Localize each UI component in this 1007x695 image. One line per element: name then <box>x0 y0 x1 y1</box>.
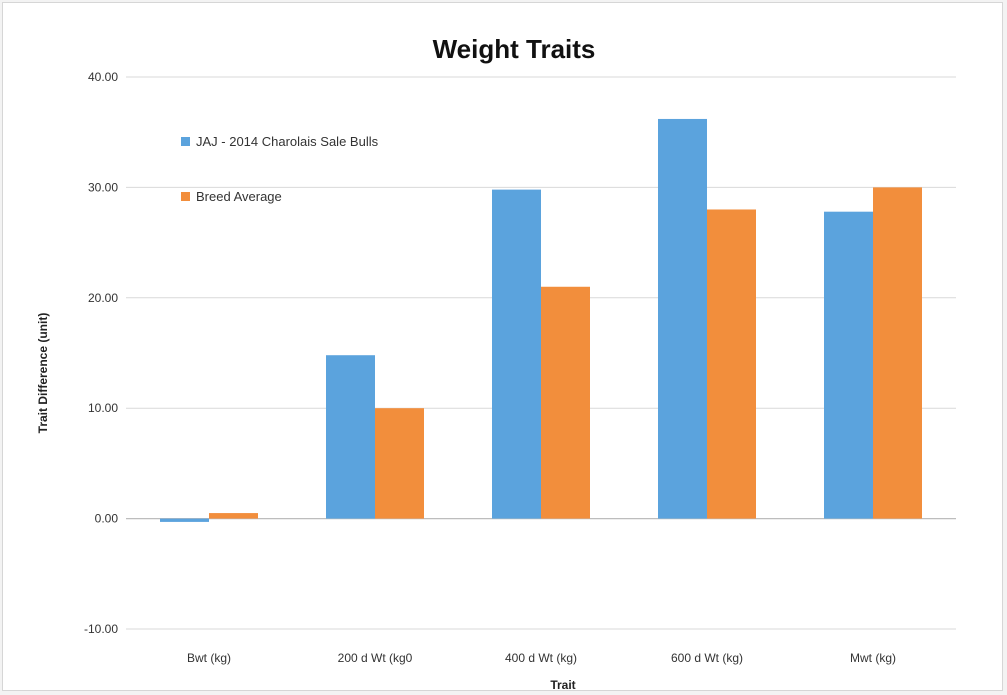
legend-swatch <box>181 192 190 201</box>
y-tick-label: -10.00 <box>84 622 118 636</box>
bar-sale-bulls <box>492 189 541 519</box>
legend-label: Breed Average <box>196 189 282 204</box>
bar-sale-bulls <box>326 355 375 519</box>
y-tick-label: 30.00 <box>88 180 118 194</box>
legend: JAJ - 2014 Charolais Sale Bulls Breed Ave… <box>181 134 379 204</box>
y-axis-title: Trait Difference (unit) <box>36 313 50 434</box>
y-tick-label: 20.00 <box>88 291 118 305</box>
weight-traits-chart: Weight Traits -10.00 0.00 10.00 20.00 30.00 4… <box>36 34 956 692</box>
x-tick-label: 600 d Wt (kg) <box>671 651 743 665</box>
x-tick-labels: Bwt (kg) 200 d Wt (kg0 400 d Wt (kg) 600 d … <box>187 651 896 665</box>
bar-breed-average <box>209 513 258 519</box>
x-tick-label: Bwt (kg) <box>187 651 231 665</box>
bar-breed-average <box>375 408 424 519</box>
bar-breed-average <box>541 286 590 519</box>
bar-sale-bulls <box>160 518 209 522</box>
y-tick-label: 40.00 <box>88 70 118 84</box>
legend-swatch <box>181 137 190 146</box>
bar-breed-average <box>707 209 756 519</box>
y-tick-label: 0.00 <box>95 512 119 526</box>
bars <box>160 118 922 522</box>
x-axis-title: Trait <box>550 678 575 692</box>
bar-sale-bulls <box>658 118 707 519</box>
legend-label: JAJ - 2014 Charolais Sale Bulls <box>196 134 379 149</box>
x-tick-label: 200 d Wt (kg0 <box>338 651 413 665</box>
y-tick-labels: -10.00 0.00 10.00 20.00 30.00 40.00 <box>84 70 118 636</box>
x-tick-label: 400 d Wt (kg) <box>505 651 577 665</box>
x-tick-label: Mwt (kg) <box>850 651 896 665</box>
y-tick-label: 10.00 <box>88 401 118 415</box>
bar-sale-bulls <box>824 211 873 519</box>
bar-breed-average <box>873 187 922 519</box>
chart-title: Weight Traits <box>433 34 596 64</box>
